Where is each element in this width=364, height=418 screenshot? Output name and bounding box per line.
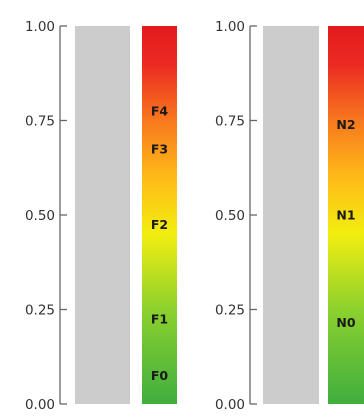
stage-label-f1: F1 [151,311,168,326]
placeholder-bar [75,26,130,404]
y-tick-label: 0.75 [215,114,245,130]
y-tick-label: 0.25 [215,303,245,319]
y-tick-label: 0.50 [25,208,55,224]
y-tick-label: 0.25 [25,303,55,319]
stage-label-f2: F2 [151,217,168,232]
y-tick-label: 1.00 [215,19,245,35]
y-tick-label: 0.50 [215,208,245,224]
y-tick-label: 1.00 [25,19,55,35]
gradient-scale-bar [328,26,364,404]
placeholder-bar [263,26,319,404]
y-tick-label: 0.75 [25,114,55,130]
y-tick-label: 0.00 [25,397,55,413]
stage-label-n1: N1 [336,208,355,223]
stage-label-n0: N0 [336,315,355,330]
stage-label-f0: F0 [151,368,169,383]
stage-label-f4: F4 [151,104,169,119]
stage-label-f3: F3 [151,141,168,156]
chart-panel-n-scale: 0.00 0.25 0.50 0.75 1.00 N0 N1 N2 [215,19,364,413]
chart-panel-f-scale: 0.00 0.25 0.50 0.75 1.00 F0 F1 F2 F3 F4 [25,19,177,413]
y-tick-label: 0.00 [215,397,245,413]
stage-label-n2: N2 [336,117,355,132]
gradient-scale-bar [142,26,177,404]
